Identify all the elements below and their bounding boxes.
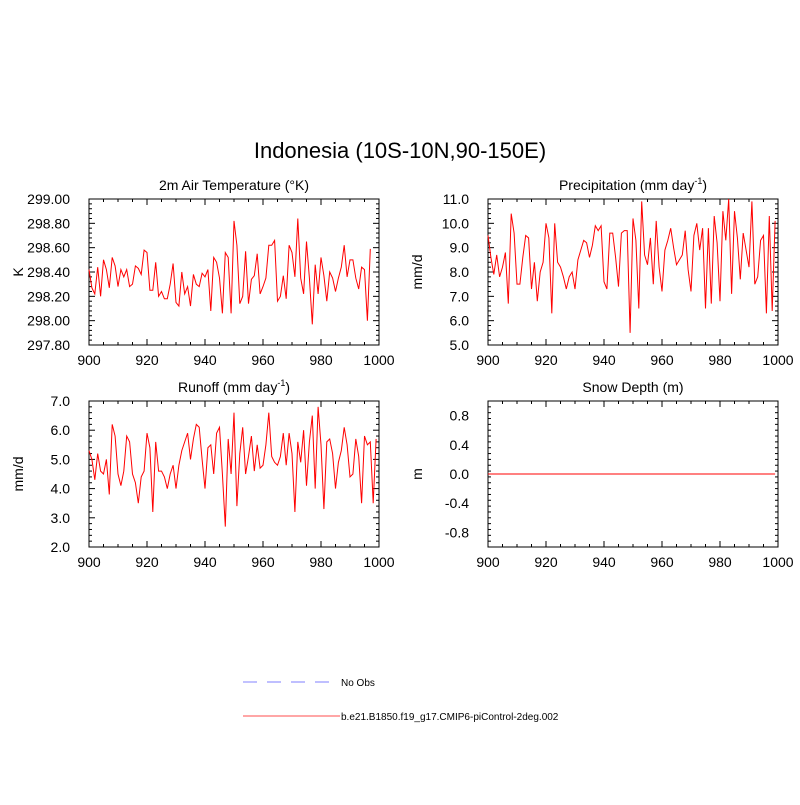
x-tick-label: 940 [193,554,217,570]
y-tick-label: 11.0 [443,191,469,207]
x-tick-label: 960 [650,352,674,368]
legend-obs-label: No Obs [341,678,375,689]
y-tick-label: 6.0 [450,313,470,329]
legend: No Obs b.e21.B1850.f19_g17.CMIP6-piContr… [243,678,559,723]
x-tick-label: 900 [476,352,500,368]
series-line [88,218,371,325]
y-tick-label: 7.0 [450,288,470,304]
y-tick-label: 4.0 [51,481,71,497]
y-tick-label: 297.80 [27,337,70,353]
y-tick-label: 298.00 [27,313,70,329]
x-tick-label: 920 [135,554,159,570]
panel-title: Precipitation (mm day-1) [559,176,707,193]
panel-title: 2m Air Temperature (°K) [159,177,309,193]
y-tick-label: 10.0 [442,215,469,231]
x-tick-label: 1000 [762,352,793,368]
y-axis-label: K [10,267,26,277]
series-line [487,198,776,333]
y-tick-label: 298.20 [27,288,70,304]
x-tick-label: 980 [708,554,732,570]
x-tick-label: 900 [77,352,101,368]
panel-title: Runoff (mm day-1) [178,378,290,395]
panel-1: 2m Air Temperature (°K) K 900 920 940 960 980 1… [10,177,395,368]
x-tick-label: 960 [251,352,275,368]
x-tick-label: 920 [534,352,558,368]
panel-title: Snow Depth (m) [582,379,683,395]
x-tick-label: 980 [309,352,333,368]
y-tick-label: 0.0 [450,466,470,482]
y-tick-label: 7.0 [51,393,71,409]
y-tick-label: 299.00 [27,191,70,207]
y-axis-label: mm/d [10,457,26,492]
x-tick-label: 1000 [762,554,793,570]
x-tick-label: 980 [708,352,732,368]
figure-title: Indonesia (10S-10N,90-150E) [254,138,546,163]
panel-4: Snow Depth (m) m 900 920 940 960 980 1000 -0.8 -0… [409,379,794,570]
y-tick-label: -0.4 [445,495,469,511]
x-tick-label: 1000 [363,554,394,570]
series-line [88,406,377,527]
y-axis-label: m [409,468,425,480]
x-tick-label: 920 [135,352,159,368]
y-tick-label: 8.0 [450,264,470,280]
y-tick-label: 0.4 [450,437,470,453]
x-tick-label: 920 [534,554,558,570]
y-tick-label: 5.0 [51,451,71,467]
x-tick-label: 900 [476,554,500,570]
y-tick-label: 5.0 [450,337,470,353]
y-tick-label: 9.0 [450,240,470,256]
panels: 2m Air Temperature (°K) K 900 920 940 960 980 1… [10,176,794,570]
legend-model-label: b.e21.B1850.f19_g17.CMIP6-piControl-2deg… [341,712,559,723]
x-tick-label: 940 [592,352,616,368]
x-tick-label: 1000 [363,352,394,368]
y-tick-label: 2.0 [51,539,71,555]
y-tick-label: 298.60 [27,240,70,256]
y-tick-label: 298.80 [27,215,70,231]
y-tick-label: 6.0 [51,422,71,438]
panel-2: Precipitation (mm day-1) mm/d 900 920 940 960… [409,176,794,368]
x-tick-label: 960 [251,554,275,570]
y-tick-label: 0.8 [450,408,470,424]
y-axis-label: mm/d [409,255,425,290]
x-tick-label: 900 [77,554,101,570]
y-tick-label: 3.0 [51,510,71,526]
x-tick-label: 960 [650,554,674,570]
y-tick-label: 298.40 [27,264,70,280]
x-tick-label: 980 [309,554,333,570]
y-tick-label: -0.8 [445,524,469,540]
x-tick-label: 940 [193,352,217,368]
panel-3: Runoff (mm day-1) mm/d 900 920 940 960 980 1000… [10,378,395,570]
x-tick-label: 940 [592,554,616,570]
